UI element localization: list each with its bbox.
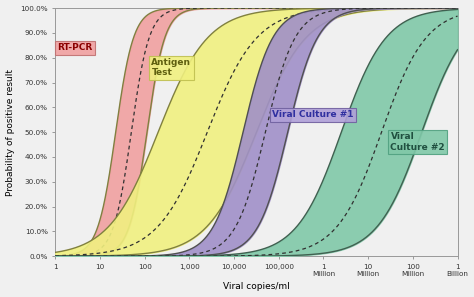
- X-axis label: Viral copies/ml: Viral copies/ml: [223, 282, 290, 291]
- Text: Viral Culture #1: Viral Culture #1: [272, 110, 354, 119]
- Text: Antigen
Test: Antigen Test: [151, 58, 191, 77]
- Text: RT-PCR: RT-PCR: [58, 43, 93, 52]
- Y-axis label: Probability of positive result: Probability of positive result: [6, 69, 15, 196]
- Text: Viral
Culture #2: Viral Culture #2: [391, 132, 445, 152]
